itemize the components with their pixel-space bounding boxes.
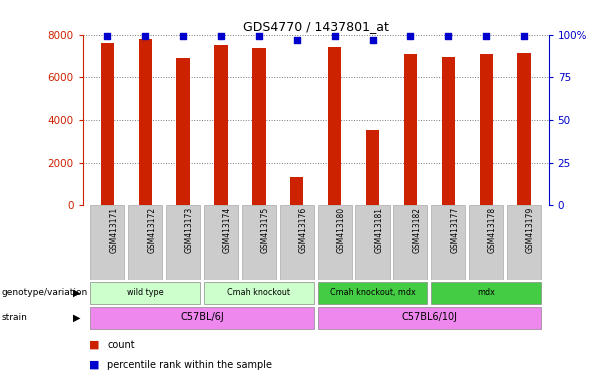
Point [330, 33, 340, 39]
Bar [280, 205, 314, 280]
Bar [404, 54, 417, 205]
Bar [356, 205, 389, 280]
Bar [517, 53, 531, 205]
Bar [90, 306, 314, 329]
Text: strain: strain [1, 313, 27, 322]
Text: ▶: ▶ [73, 313, 80, 323]
Text: C57BL6/10J: C57BL6/10J [402, 312, 457, 322]
Bar [318, 205, 352, 280]
Text: GSM413176: GSM413176 [299, 207, 308, 253]
Bar [366, 130, 379, 205]
Point [102, 33, 112, 39]
Point [292, 36, 302, 43]
Title: GDS4770 / 1437801_at: GDS4770 / 1437801_at [243, 20, 389, 33]
Bar [128, 205, 162, 280]
Bar [469, 205, 503, 280]
Point [254, 33, 264, 39]
Text: Cmah knockout, mdx: Cmah knockout, mdx [330, 288, 416, 297]
Bar [479, 54, 493, 205]
Point [140, 33, 150, 39]
Point [443, 33, 453, 39]
Text: GSM413182: GSM413182 [413, 207, 421, 253]
Bar [394, 205, 427, 280]
Text: GSM413179: GSM413179 [526, 207, 535, 253]
Text: GSM413178: GSM413178 [488, 207, 497, 253]
Text: GSM413180: GSM413180 [337, 207, 346, 253]
Text: count: count [107, 340, 135, 350]
Text: GSM413172: GSM413172 [147, 207, 156, 253]
Text: genotype/variation: genotype/variation [1, 288, 88, 297]
Bar [431, 281, 541, 304]
Point [481, 33, 491, 39]
Text: ■: ■ [89, 360, 99, 370]
Text: GSM413171: GSM413171 [109, 207, 118, 253]
Bar [318, 306, 541, 329]
Text: wild type: wild type [127, 288, 164, 297]
Bar [177, 58, 190, 205]
Bar [253, 48, 265, 205]
Bar [441, 57, 455, 205]
Text: mdx: mdx [477, 288, 495, 297]
Bar [204, 281, 314, 304]
Text: GSM413175: GSM413175 [261, 207, 270, 253]
Bar [431, 205, 465, 280]
Point [519, 33, 529, 39]
Text: percentile rank within the sample: percentile rank within the sample [107, 360, 272, 370]
Text: ▶: ▶ [73, 288, 80, 298]
Bar [290, 177, 303, 205]
Bar [318, 281, 427, 304]
Bar [215, 45, 227, 205]
Text: ■: ■ [89, 340, 99, 350]
Point [368, 36, 378, 43]
Bar [204, 205, 238, 280]
Bar [328, 47, 341, 205]
Text: C57BL/6J: C57BL/6J [180, 312, 224, 322]
Text: GSM413181: GSM413181 [375, 207, 383, 253]
Bar [166, 205, 200, 280]
Bar [90, 281, 200, 304]
Text: Cmah knockout: Cmah knockout [227, 288, 291, 297]
Point [216, 33, 226, 39]
Bar [90, 205, 124, 280]
Point [178, 33, 188, 39]
Bar [101, 43, 114, 205]
Bar [242, 205, 276, 280]
Text: GSM413173: GSM413173 [185, 207, 194, 253]
Bar [507, 205, 541, 280]
Point [405, 33, 415, 39]
Bar [139, 39, 152, 205]
Text: GSM413174: GSM413174 [223, 207, 232, 253]
Text: GSM413177: GSM413177 [450, 207, 459, 253]
